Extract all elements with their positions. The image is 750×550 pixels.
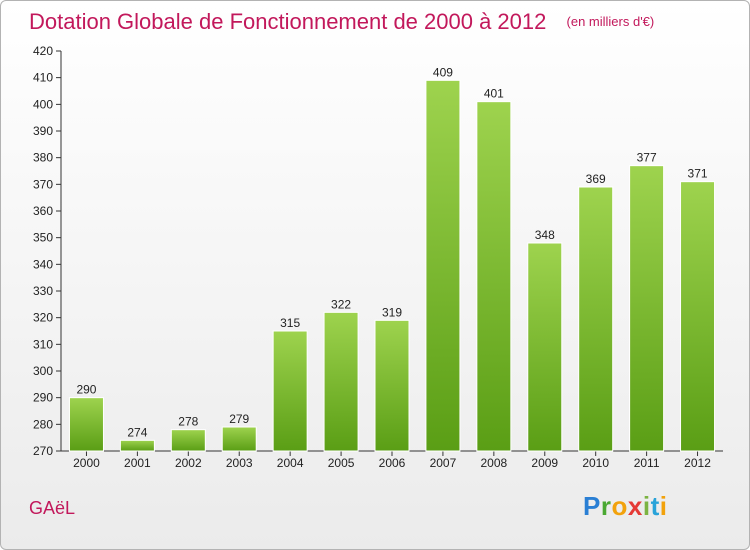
data-label: 348 [535, 228, 555, 242]
data-label: 274 [127, 425, 147, 439]
y-tick-label: 300 [33, 364, 53, 378]
y-tick-label: 320 [33, 311, 53, 325]
bar [170, 429, 206, 452]
data-label: 369 [586, 172, 606, 186]
x-tick-label: 2009 [531, 456, 558, 470]
y-tick-label: 350 [33, 231, 53, 245]
bar [323, 311, 359, 452]
y-tick-label: 420 [33, 44, 53, 58]
y-tick-label: 360 [33, 204, 53, 218]
bar [68, 397, 104, 452]
data-label: 322 [331, 297, 351, 311]
bar [629, 165, 665, 452]
x-tick-label: 2001 [124, 456, 151, 470]
commune-name: GAëL [29, 498, 76, 518]
x-tick-label: 2003 [226, 456, 253, 470]
x-tick-label: 2012 [684, 456, 711, 470]
y-tick-label: 310 [33, 337, 53, 351]
data-label: 290 [76, 383, 96, 397]
y-tick-label: 370 [33, 177, 53, 191]
bar [221, 426, 257, 452]
data-label: 371 [688, 167, 708, 181]
bar [680, 181, 716, 452]
chart-bars: 290 274 278 279 315 322 319 409 401 348 369 377 371 [68, 65, 716, 452]
x-tick-label: 2011 [634, 456, 660, 470]
data-label: 315 [280, 316, 300, 330]
x-tick-label: 2004 [277, 456, 304, 470]
chart-axes: 270 280 290 300 310 320 330 340 350 360 370 380 390 4… [33, 44, 723, 470]
bar [578, 186, 614, 452]
data-label: 278 [178, 415, 198, 429]
y-tick-label: 280 [33, 417, 53, 431]
y-tick-label: 390 [33, 124, 53, 138]
x-tick-label: 2006 [379, 456, 406, 470]
data-label: 279 [229, 412, 249, 426]
x-tick-label: 2000 [73, 456, 100, 470]
data-label: 401 [484, 87, 504, 101]
chart-title-text: Dotation Globale de Fonctionnement de 20… [29, 9, 547, 34]
chart-title: Dotation Globale de Fonctionnement de 20… [29, 9, 654, 35]
y-tick-label: 410 [33, 71, 53, 85]
y-tick-label: 270 [33, 444, 53, 458]
bar [527, 242, 563, 452]
data-label: 319 [382, 305, 402, 319]
data-label: 409 [433, 65, 453, 79]
x-tick-label: 2007 [430, 456, 457, 470]
bar [374, 319, 410, 452]
bar [476, 101, 512, 452]
bar [119, 439, 155, 452]
x-tick-label: 2002 [175, 456, 202, 470]
x-tick-label: 2008 [480, 456, 507, 470]
x-tick-label: 2005 [328, 456, 355, 470]
chart-subtitle: (en milliers d'€) [566, 14, 655, 29]
y-tick-label: 340 [33, 257, 53, 271]
y-tick-label: 400 [33, 97, 53, 111]
y-tick-label: 380 [33, 151, 53, 165]
data-label: 377 [637, 151, 657, 165]
y-tick-label: 290 [33, 391, 53, 405]
bar [272, 330, 308, 452]
x-tick-label: 2010 [582, 456, 609, 470]
y-tick-label: 330 [33, 284, 53, 298]
bar [425, 79, 461, 452]
proxiti-logo[interactable]: Proxiti [583, 491, 668, 521]
